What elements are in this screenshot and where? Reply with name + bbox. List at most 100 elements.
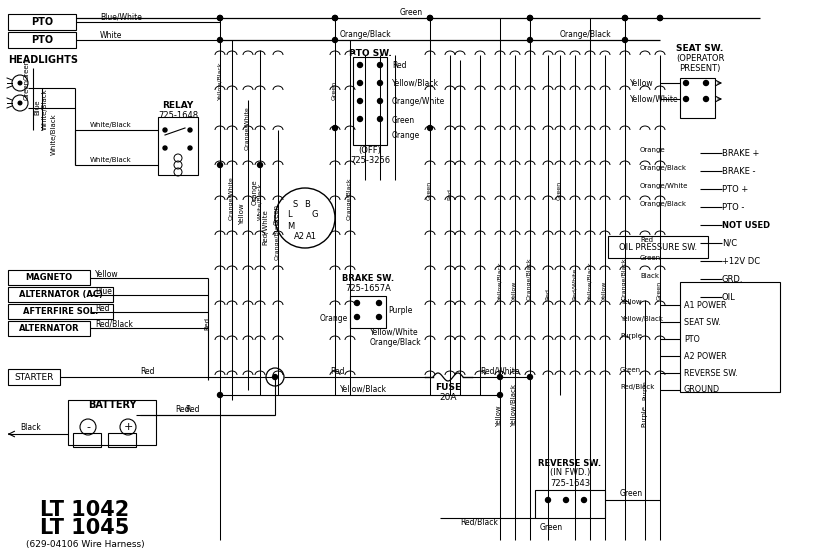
Text: M: M bbox=[287, 222, 295, 231]
Text: Red/White: Red/White bbox=[480, 366, 520, 376]
Text: L: L bbox=[287, 209, 291, 218]
Text: Blue: Blue bbox=[34, 100, 40, 115]
Circle shape bbox=[18, 81, 22, 85]
Bar bbox=[608, 236, 708, 258]
Text: White/Black: White/Black bbox=[42, 88, 48, 130]
Circle shape bbox=[333, 16, 337, 21]
Text: Yellow: Yellow bbox=[620, 299, 642, 305]
Circle shape bbox=[18, 101, 22, 105]
Circle shape bbox=[188, 128, 192, 132]
Text: BRAKE +: BRAKE + bbox=[722, 148, 759, 157]
Text: Green: Green bbox=[540, 524, 563, 533]
Circle shape bbox=[528, 16, 533, 21]
Circle shape bbox=[258, 162, 263, 167]
Text: Green: Green bbox=[427, 181, 432, 200]
Bar bbox=[353, 57, 387, 145]
Text: REVERSE SW.: REVERSE SW. bbox=[539, 459, 602, 468]
Text: (OFF): (OFF) bbox=[359, 146, 382, 155]
Text: Red: Red bbox=[545, 288, 550, 300]
Bar bbox=[8, 321, 90, 336]
Circle shape bbox=[355, 315, 360, 320]
Circle shape bbox=[357, 63, 363, 68]
Text: Red: Red bbox=[204, 317, 210, 330]
Text: PTO: PTO bbox=[31, 35, 53, 45]
Circle shape bbox=[188, 146, 192, 150]
Bar bbox=[158, 117, 198, 175]
Text: Yellow: Yellow bbox=[239, 203, 245, 225]
Text: 725-1643: 725-1643 bbox=[550, 478, 590, 488]
Circle shape bbox=[273, 375, 277, 380]
Bar bbox=[8, 270, 90, 285]
Circle shape bbox=[218, 16, 222, 21]
Bar bbox=[8, 304, 113, 319]
Circle shape bbox=[428, 125, 433, 130]
Text: White: White bbox=[100, 30, 122, 40]
Text: Green: Green bbox=[400, 7, 423, 16]
Text: LT 1042: LT 1042 bbox=[40, 500, 130, 520]
Text: Purple: Purple bbox=[642, 380, 647, 400]
Text: Red: Red bbox=[330, 366, 345, 376]
Bar bbox=[8, 369, 60, 385]
Text: Yellow: Yellow bbox=[602, 281, 607, 300]
Text: Purple: Purple bbox=[388, 306, 412, 315]
Text: Green: Green bbox=[620, 489, 643, 498]
Text: A1 POWER: A1 POWER bbox=[684, 301, 727, 310]
Text: Red: Red bbox=[640, 237, 653, 243]
Bar bbox=[73, 433, 101, 447]
Text: +12V DC: +12V DC bbox=[722, 256, 760, 265]
Circle shape bbox=[378, 116, 383, 122]
Circle shape bbox=[622, 38, 627, 43]
Circle shape bbox=[684, 96, 689, 101]
Text: Yellow/Black: Yellow/Black bbox=[392, 78, 439, 87]
Text: PTO -: PTO - bbox=[722, 203, 745, 212]
Circle shape bbox=[355, 301, 360, 306]
Text: Orange/Black: Orange/Black bbox=[340, 30, 392, 39]
Text: A2: A2 bbox=[293, 231, 305, 240]
Text: Orange/White: Orange/White bbox=[640, 183, 688, 189]
Text: Green: Green bbox=[620, 367, 641, 373]
Circle shape bbox=[218, 16, 222, 21]
Text: BRAKE -: BRAKE - bbox=[722, 166, 755, 175]
Circle shape bbox=[333, 16, 337, 21]
Text: Orange/Black: Orange/Black bbox=[640, 165, 687, 171]
Text: 20A: 20A bbox=[439, 394, 456, 403]
Text: Yellow/Black: Yellow/Black bbox=[217, 62, 222, 100]
Text: BATTERY: BATTERY bbox=[88, 400, 136, 410]
Text: LT 1045: LT 1045 bbox=[40, 518, 130, 538]
Circle shape bbox=[377, 315, 382, 320]
Text: (IN FWD.): (IN FWD.) bbox=[550, 469, 590, 478]
Text: ALTERNATOR (AC): ALTERNATOR (AC) bbox=[19, 290, 103, 299]
Text: Orange: Orange bbox=[392, 130, 420, 139]
Text: S: S bbox=[292, 199, 298, 208]
Bar bbox=[680, 78, 715, 118]
Text: PTO +: PTO + bbox=[722, 184, 748, 194]
Circle shape bbox=[163, 128, 167, 132]
Text: Yellow: Yellow bbox=[496, 405, 502, 427]
Text: Orange: Orange bbox=[252, 179, 258, 205]
Circle shape bbox=[498, 393, 502, 398]
Text: Yellow/White: Yellow/White bbox=[370, 328, 419, 337]
Circle shape bbox=[357, 99, 363, 104]
Text: Red/Black: Red/Black bbox=[460, 517, 498, 526]
Text: AFTERFIRE SOL.: AFTERFIRE SOL. bbox=[23, 307, 99, 316]
Text: Purple: Purple bbox=[620, 333, 642, 339]
Text: 725-1657A: 725-1657A bbox=[345, 283, 391, 292]
Text: PTO: PTO bbox=[31, 17, 53, 27]
Text: Red: Red bbox=[392, 60, 406, 69]
Circle shape bbox=[528, 38, 533, 43]
Text: Yellow/Black: Yellow/Black bbox=[497, 262, 502, 300]
Text: Orange: Orange bbox=[640, 147, 666, 153]
Text: Orange/Black: Orange/Black bbox=[370, 338, 422, 347]
Text: Yellow/Black: Yellow/Black bbox=[511, 384, 517, 427]
Circle shape bbox=[357, 116, 363, 122]
Text: REVERSE SW.: REVERSE SW. bbox=[684, 368, 738, 377]
Text: -: - bbox=[86, 422, 90, 432]
Circle shape bbox=[218, 162, 222, 167]
Text: Orange/Black: Orange/Black bbox=[275, 217, 280, 260]
Text: N/C: N/C bbox=[722, 239, 737, 248]
Text: Orange/White: Orange/White bbox=[245, 106, 250, 150]
Text: G: G bbox=[312, 209, 319, 218]
Text: Green: Green bbox=[392, 115, 415, 124]
Text: Yellow/Black: Yellow/Black bbox=[587, 262, 592, 300]
Circle shape bbox=[378, 81, 383, 86]
